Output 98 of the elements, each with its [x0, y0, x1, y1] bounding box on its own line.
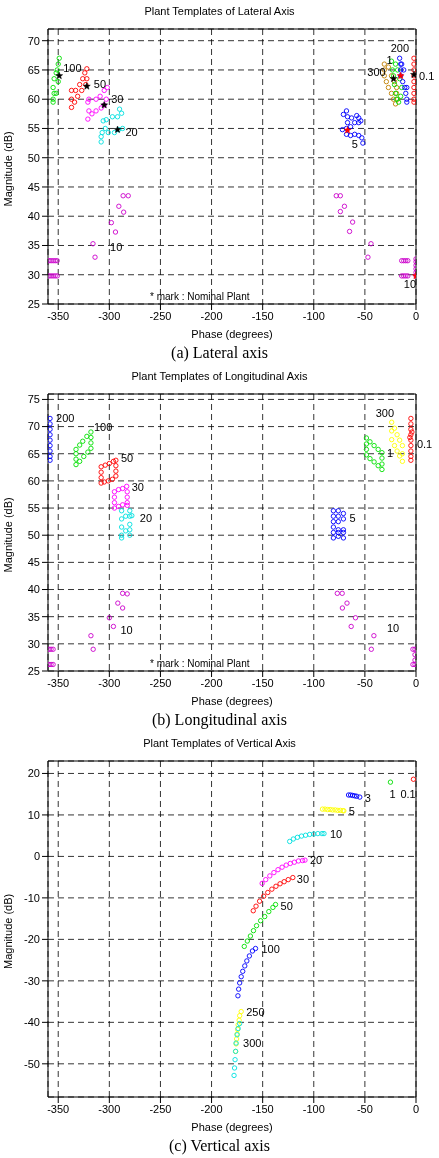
annotation: 5: [351, 138, 358, 151]
y-tick-label: 50: [27, 529, 40, 542]
x-tick-label: -250: [149, 1102, 172, 1115]
x-tick-label: -350: [47, 309, 70, 322]
x-tick-label: 0: [412, 1102, 420, 1115]
annotation: 300: [243, 1037, 262, 1050]
y-tick-label: -10: [24, 891, 40, 904]
annotation: 200: [390, 42, 409, 55]
annotation: 30: [131, 481, 144, 494]
text: (b) Longitudinal axis: [150, 710, 289, 731]
x-tick-label: -100: [302, 309, 325, 322]
x-tick-label: -300: [98, 1102, 121, 1115]
y-tick-label: -30: [24, 974, 40, 987]
text: (c) Vertical axis: [168, 1136, 271, 1157]
annotation: 0.1: [400, 788, 416, 801]
x-tick-label: -100: [302, 676, 325, 689]
y-tick-label: 55: [27, 122, 40, 135]
annotation: 30: [296, 872, 310, 885]
y-axis-title: Magnitude (dB): [1, 893, 14, 969]
y-axis-title: Magnitude (dB): [1, 131, 14, 207]
y-tick-label: 30: [27, 637, 40, 650]
annotation: 20: [309, 854, 323, 867]
annotation: 0.1: [418, 69, 435, 82]
annotation: 300: [375, 407, 395, 420]
annotation: 5: [349, 511, 356, 524]
annotation: 50: [93, 78, 107, 91]
x-tick-label: -50: [356, 309, 373, 322]
y-tick-label: -40: [24, 1016, 40, 1029]
y-tick-label: 65: [27, 63, 40, 76]
x-axis-title: Phase (degrees): [191, 1121, 273, 1133]
x-tick-label: -50: [356, 1102, 373, 1115]
y-tick-label: 25: [27, 297, 40, 310]
x-tick-label: -300: [98, 676, 121, 689]
annotation: 5: [348, 804, 355, 817]
x-tick-label: -200: [200, 1102, 223, 1115]
chart-title: Plant Templates of Vertical Axis: [142, 736, 297, 751]
annotation: 1: [386, 446, 394, 459]
y-tick-label: 40: [27, 210, 40, 223]
x-tick-label: -250: [149, 676, 172, 689]
annotation: 10: [386, 621, 400, 634]
annotation: 10: [120, 624, 133, 637]
annotation: 20: [125, 125, 138, 138]
annotation: 20: [139, 511, 153, 524]
annotation: 100: [261, 943, 280, 956]
y-tick-label: 35: [27, 610, 40, 623]
y-tick-label: 70: [27, 420, 40, 433]
y-tick-label: 55: [27, 501, 40, 514]
x-tick-label: -150: [251, 676, 274, 689]
annotation: 3: [364, 792, 371, 805]
annotation: 1: [386, 54, 393, 67]
annotation: * mark : Nominal Plant: [150, 658, 250, 669]
x-tick-label: -250: [149, 309, 172, 322]
x-tick-label: -350: [47, 1102, 70, 1115]
y-tick-label: 45: [27, 556, 40, 569]
y-tick-label: 25: [27, 664, 40, 677]
x-tick-label: -200: [200, 676, 223, 689]
y-axis-title: Magnitude (dB): [1, 497, 14, 573]
y-tick-label: 0: [33, 850, 40, 863]
x-axis-title: Phase (degrees): [191, 328, 273, 340]
annotation: 10: [330, 827, 343, 840]
x-tick-label: -150: [251, 1102, 274, 1115]
annotation: 50: [280, 899, 293, 912]
x-tick-label: -200: [200, 309, 223, 322]
annotation: 250: [246, 1005, 265, 1018]
y-tick-label: 70: [27, 34, 40, 47]
x-tick-label: -100: [302, 1102, 325, 1115]
x-tick-label: -300: [98, 309, 121, 322]
x-tick-label: -150: [251, 309, 274, 322]
x-axis-title: Phase (degrees): [191, 695, 273, 707]
y-tick-label: 50: [27, 151, 40, 164]
y-tick-label: 60: [27, 474, 40, 487]
y-tick-label: 65: [27, 447, 40, 460]
y-tick-label: 20: [27, 767, 40, 780]
y-tick-label: 35: [27, 239, 40, 252]
annotation: 200: [56, 412, 75, 425]
y-tick-label: 30: [27, 268, 40, 281]
y-tick-label: 45: [27, 180, 40, 193]
annotation: 10: [403, 277, 417, 290]
annotation: 100: [63, 61, 82, 74]
y-tick-label: -20: [24, 933, 40, 946]
text: (a) Lateral axis: [170, 343, 269, 364]
y-tick-label: 10: [27, 808, 40, 821]
y-tick-label: 40: [27, 583, 40, 596]
x-tick-label: 0: [412, 309, 420, 322]
y-tick-label: 60: [27, 93, 40, 106]
chart-title: Plant Templates of Longitudinal Axis: [130, 369, 309, 384]
x-tick-label: 0: [412, 676, 420, 689]
annotation: 1: [389, 788, 396, 801]
y-tick-label: 75: [27, 393, 40, 406]
annotation: 50: [120, 452, 134, 465]
x-tick-label: -350: [47, 676, 70, 689]
x-tick-label: -50: [356, 676, 373, 689]
chart-title: Plant Templates of Lateral Axis: [143, 4, 296, 19]
annotation: * mark : Nominal Plant: [150, 291, 250, 302]
annotation: 300: [367, 66, 386, 79]
point: [55, 71, 63, 79]
annotation: 0.1: [416, 437, 433, 450]
y-tick-label: -50: [24, 1057, 40, 1070]
